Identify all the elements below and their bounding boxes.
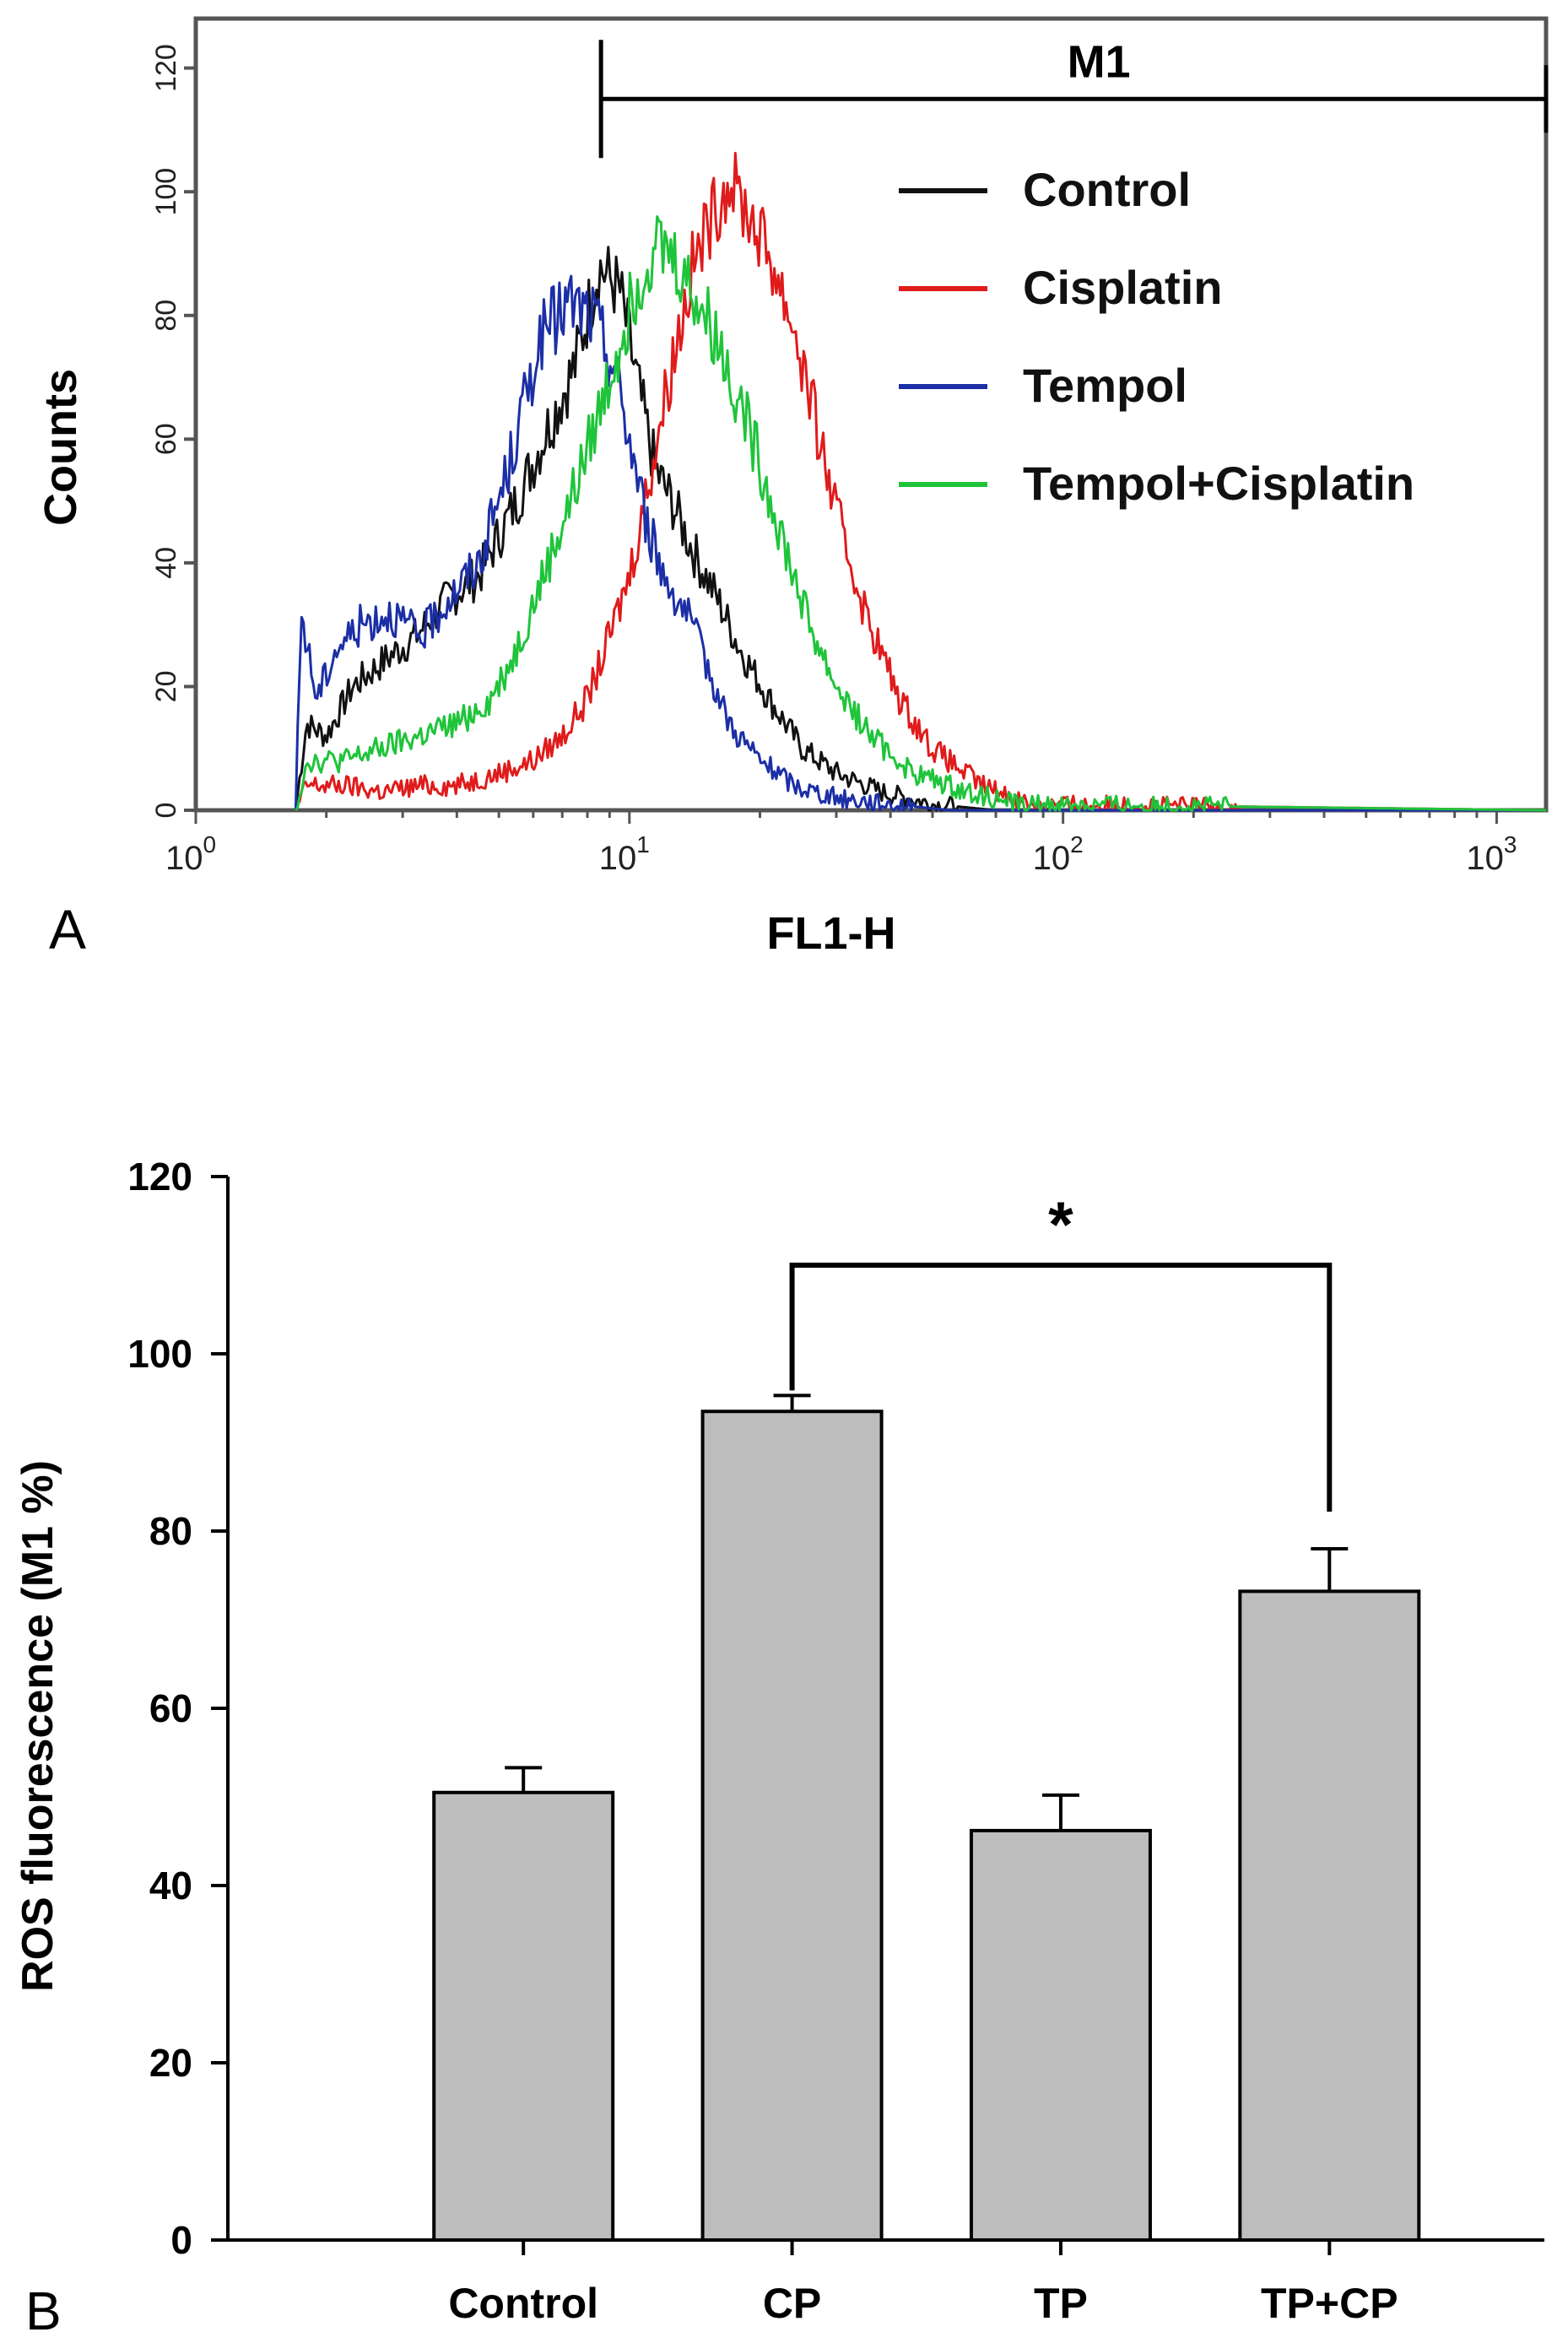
y-tick-label: 0	[150, 803, 182, 819]
significance-asterisk: *	[1048, 1189, 1073, 1261]
y-tick-label: 80	[150, 300, 182, 332]
panel-b-y-tick-label: 100	[127, 1332, 192, 1376]
panel-a-series-group	[294, 151, 1546, 812]
m1-gate-label: M1	[1068, 36, 1131, 87]
y-tick-label: 120	[150, 44, 182, 92]
y-tick-label: 100	[150, 168, 182, 216]
bar-cp	[700, 1410, 884, 2242]
panel-b-y-tick-label: 20	[149, 2041, 192, 2085]
panel-a-y-axis: 0 20 40 60 80 100 120	[150, 44, 196, 818]
panel-b-y-tick-label: 0	[170, 2218, 192, 2262]
panel-a-label: A	[49, 898, 86, 960]
panel-a-plot-frame	[193, 16, 1549, 813]
x-category-label-cp: CP	[763, 2280, 821, 2327]
panel-a-x-axis: 100 101 102 103	[165, 810, 1517, 877]
panel-b-y-tick-label: 40	[149, 1864, 192, 1907]
x-category-label-tp: TP	[1034, 2280, 1088, 2327]
significance-bracket-line	[789, 1263, 1333, 1512]
series-line-control	[294, 246, 1546, 812]
panel-a-y-label: Counts	[35, 369, 86, 526]
series-line-tempol	[294, 274, 1546, 812]
x-tick-label: 103	[1466, 831, 1517, 877]
bar-control	[432, 1790, 615, 2242]
panel-b-y-tick-label: 80	[149, 1509, 192, 1553]
panel-b-y-tick-label: 60	[149, 1686, 192, 1730]
panel-b-y-label: ROS fluorescence (M1 %)	[14, 1460, 62, 1992]
x-tick-label: 100	[165, 831, 216, 877]
y-tick-label: 60	[150, 423, 182, 455]
panel-b-label: B	[25, 2281, 62, 2341]
panel-b-bar-chart: 0 20 40 60 80 100 120 Control CP TP TP+CP * ROS f…	[14, 1155, 1544, 2341]
panel-a-legend: Control Cisplatin Tempol Tempol+Cisplatin	[899, 163, 1414, 510]
m1-gate-marker: M1	[598, 36, 1549, 159]
legend-label-control: Control	[1023, 163, 1191, 216]
bar-tp-cp	[1238, 1589, 1421, 2242]
x-tick-label: 101	[599, 831, 650, 877]
panel-b-y-tick-label: 120	[127, 1155, 192, 1199]
legend-label-tempol-cisplatin: Tempol+Cisplatin	[1023, 457, 1414, 510]
y-tick-label: 20	[150, 671, 182, 703]
panel-b-bars-group: Control CP TP TP+CP	[432, 1393, 1421, 2327]
x-tick-label: 102	[1033, 831, 1084, 877]
x-category-label-tp-cp: TP+CP	[1261, 2280, 1398, 2327]
legend-label-cisplatin: Cisplatin	[1023, 261, 1222, 314]
significance-bracket: *	[789, 1189, 1333, 1512]
x-category-label-control: Control	[448, 2280, 598, 2327]
bar-tp	[969, 1828, 1152, 2242]
panel-a-x-label: FL1-H	[767, 908, 896, 959]
series-line-tempol-cisplatin	[295, 215, 1546, 812]
y-tick-label: 40	[150, 547, 182, 579]
legend-label-tempol: Tempol	[1023, 359, 1187, 412]
